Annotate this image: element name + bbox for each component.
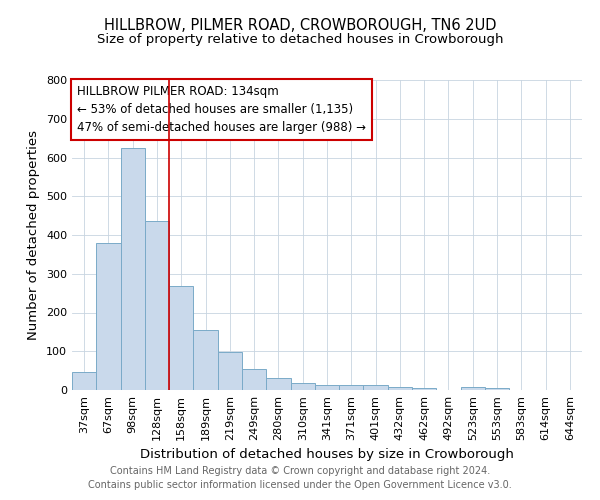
- Bar: [315, 385, 339, 390]
- Bar: [339, 386, 364, 390]
- Bar: [266, 378, 290, 390]
- Bar: [121, 148, 145, 390]
- Bar: [96, 243, 121, 390]
- Bar: [461, 388, 485, 390]
- Bar: [72, 372, 96, 390]
- Bar: [145, 220, 169, 390]
- Text: HILLBROW PILMER ROAD: 134sqm
← 53% of detached houses are smaller (1,135)
47% of: HILLBROW PILMER ROAD: 134sqm ← 53% of de…: [77, 84, 366, 134]
- Bar: [290, 383, 315, 390]
- Bar: [242, 370, 266, 390]
- Text: Size of property relative to detached houses in Crowborough: Size of property relative to detached ho…: [97, 32, 503, 46]
- Bar: [193, 330, 218, 390]
- Text: Contains HM Land Registry data © Crown copyright and database right 2024.
Contai: Contains HM Land Registry data © Crown c…: [88, 466, 512, 490]
- Bar: [218, 352, 242, 390]
- Text: HILLBROW, PILMER ROAD, CROWBOROUGH, TN6 2UD: HILLBROW, PILMER ROAD, CROWBOROUGH, TN6 …: [104, 18, 496, 32]
- Bar: [364, 385, 388, 390]
- Bar: [412, 388, 436, 390]
- X-axis label: Distribution of detached houses by size in Crowborough: Distribution of detached houses by size …: [140, 448, 514, 462]
- Bar: [169, 286, 193, 390]
- Bar: [388, 387, 412, 390]
- Y-axis label: Number of detached properties: Number of detached properties: [28, 130, 40, 340]
- Bar: [485, 388, 509, 390]
